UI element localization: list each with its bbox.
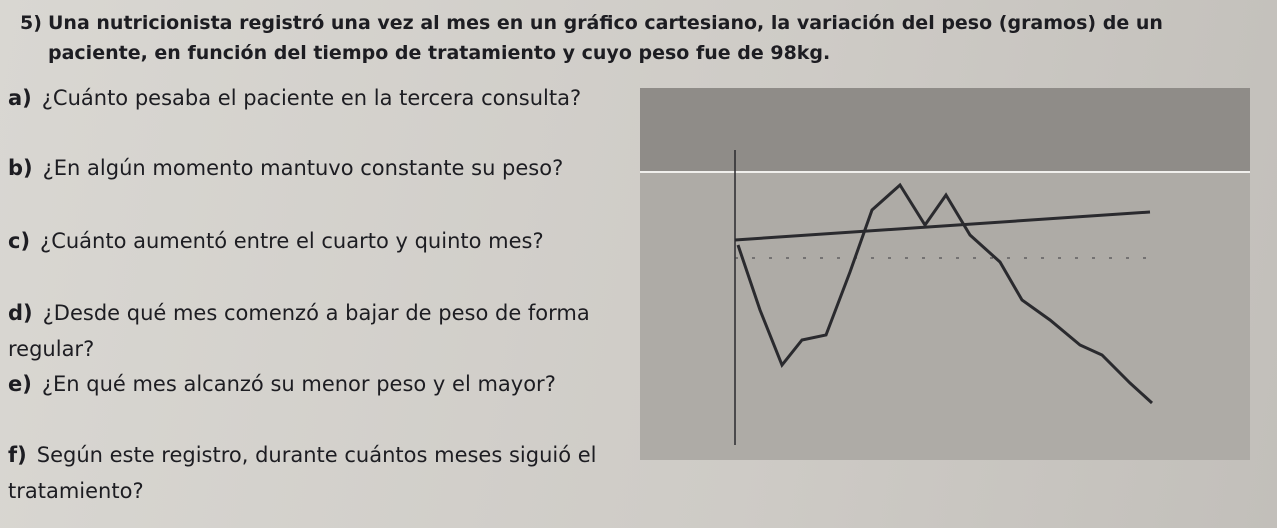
- question-text: ¿En algún momento mantuvo constante su p…: [42, 156, 564, 180]
- graph-background: [640, 88, 1250, 460]
- question-label: d): [8, 301, 33, 325]
- question-text: ¿Desde qué mes comenzó a bajar de peso d…: [8, 301, 590, 361]
- question: f) Según este registro, durante cuántos m…: [8, 437, 608, 509]
- question-label: a): [8, 86, 32, 110]
- normal-weight-line: [734, 210, 1151, 242]
- problem-number: 5): [20, 12, 42, 34]
- question-label: f): [8, 443, 27, 467]
- question-text: ¿Cuánto pesaba el paciente en la tercera…: [41, 86, 582, 110]
- question: d) ¿Desde qué mes comenzó a bajar de peso…: [8, 295, 608, 367]
- weight-curve: [736, 182, 1154, 405]
- question-text: ¿Cuánto aumentó entre el cuarto y quinto…: [40, 229, 544, 253]
- question: a) ¿Cuánto pesaba el paciente en la terce…: [8, 80, 608, 116]
- question-label: e): [8, 372, 32, 396]
- question: b) ¿En algún momento mantuvo constante su…: [8, 150, 608, 186]
- question-label: b): [8, 156, 33, 180]
- problem-statement: Una nutricionista registró una vez al me…: [48, 12, 1163, 64]
- question-label: c): [8, 229, 31, 253]
- problem-header: 5) Una nutricionista registró una vez al…: [20, 8, 1260, 68]
- question: c) ¿Cuánto aumentó entre el cuarto y quin…: [8, 223, 608, 259]
- graph-top-band: [640, 88, 1250, 172]
- question: e) ¿En qué mes alcanzó su menor peso y el…: [8, 366, 608, 402]
- question-text: Según este registro, durante cuántos mes…: [8, 443, 597, 503]
- question-text: ¿En qué mes alcanzó su menor peso y el m…: [41, 372, 556, 396]
